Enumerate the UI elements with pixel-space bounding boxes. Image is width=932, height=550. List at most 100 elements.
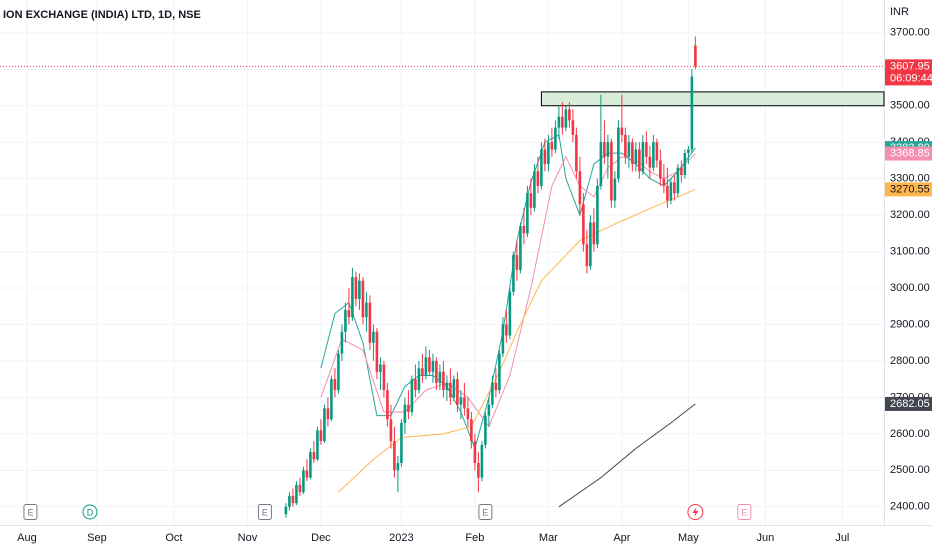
candle-body xyxy=(358,280,361,299)
candle-body xyxy=(641,142,645,172)
x-tick-label: Oct xyxy=(165,532,182,544)
candle-body xyxy=(501,324,505,354)
candle-body xyxy=(470,419,473,442)
candle-body xyxy=(582,204,585,245)
chart-title: ION EXCHANGE (INDIA) LTD, 1D, NSE xyxy=(3,9,201,21)
candle-body xyxy=(351,277,354,318)
y-tick-label: 3200.00 xyxy=(890,209,930,221)
candle-body xyxy=(463,397,466,409)
candle-body xyxy=(505,324,508,336)
candle-body xyxy=(687,149,690,154)
candle-body xyxy=(473,441,477,464)
candle-body xyxy=(477,463,480,478)
candle-body xyxy=(557,116,561,128)
candle-body xyxy=(603,142,606,157)
candle-body xyxy=(365,302,368,318)
candle-body xyxy=(540,149,543,186)
candle-body xyxy=(561,116,564,128)
current-price-label: 3607.95 xyxy=(890,60,930,72)
candle-body xyxy=(305,470,309,478)
y-tick-label: 3300.00 xyxy=(890,173,930,185)
candle-body xyxy=(442,371,445,391)
candle-body xyxy=(634,149,638,165)
candle-body xyxy=(659,160,662,179)
event-label: E xyxy=(741,507,747,517)
candle-body xyxy=(568,109,571,121)
x-tick-label: Mar xyxy=(539,532,558,544)
ma-badge xyxy=(885,182,932,197)
candle-body xyxy=(316,430,319,460)
candle-body xyxy=(536,171,540,186)
candle-body xyxy=(680,167,683,175)
candle-body xyxy=(669,182,673,201)
candle-body xyxy=(403,404,407,423)
candle-body xyxy=(631,142,634,165)
y-tick-label: 3000.00 xyxy=(890,282,930,294)
candle-body xyxy=(547,142,550,165)
candle-body xyxy=(498,353,501,391)
candle-body xyxy=(372,331,375,343)
y-tick-label: 2900.00 xyxy=(890,318,930,330)
candle-body xyxy=(554,127,557,150)
candle-body xyxy=(396,463,400,471)
candle-body xyxy=(484,415,487,445)
candle-body xyxy=(347,309,351,318)
candle-body xyxy=(466,408,470,420)
candle-body xyxy=(309,452,312,478)
candle-body xyxy=(361,280,365,318)
candle-body xyxy=(344,309,347,332)
x-tick-label: Aug xyxy=(17,532,37,544)
candle-body xyxy=(606,142,610,157)
candle-body xyxy=(326,408,330,420)
event-label: E xyxy=(27,507,33,517)
moving-average xyxy=(558,403,696,508)
candle-body xyxy=(487,404,491,416)
candle-body xyxy=(330,379,333,420)
y-tick-label: 3500.00 xyxy=(890,100,930,112)
candle-body xyxy=(550,142,554,150)
y-tick-label: 2500.00 xyxy=(890,464,930,476)
currency-label: INR xyxy=(890,6,909,18)
y-tick-label: 2800.00 xyxy=(890,355,930,367)
candle-body xyxy=(323,408,326,442)
candle-body xyxy=(666,185,669,201)
candle-body xyxy=(533,171,536,208)
x-tick-label: Jun xyxy=(756,532,774,544)
candle-body xyxy=(333,379,337,391)
candle-body xyxy=(690,76,694,150)
candle-body xyxy=(529,193,533,208)
candle-body xyxy=(645,142,648,157)
candle-body xyxy=(424,357,428,376)
candle-body xyxy=(295,484,298,504)
candle-body xyxy=(515,255,519,270)
dividend-event xyxy=(82,504,98,520)
candle-body xyxy=(410,379,414,412)
y-tick-label: 2400.00 xyxy=(890,501,930,513)
candle-body xyxy=(491,382,494,405)
earnings-event xyxy=(478,504,493,520)
x-tick-label: Apr xyxy=(613,532,630,544)
candle-body xyxy=(340,331,344,354)
x-tick-label: Nov xyxy=(238,532,258,544)
candle-body xyxy=(445,382,449,391)
candle-body xyxy=(417,368,421,391)
candle-body xyxy=(519,226,522,270)
candle-body xyxy=(298,484,302,493)
candle-body xyxy=(596,185,599,245)
y-tick-label: 2600.00 xyxy=(890,428,930,440)
lightning-icon xyxy=(692,507,699,517)
candle-body xyxy=(319,430,323,442)
candle-body xyxy=(526,193,529,234)
candle-body xyxy=(379,364,382,372)
candle-body xyxy=(652,142,655,168)
x-tick-label: Dec xyxy=(311,532,331,544)
candle-body xyxy=(414,379,417,391)
y-tick-label: 3100.00 xyxy=(890,245,930,257)
candle-body xyxy=(599,142,603,186)
x-tick-label: Feb xyxy=(465,532,484,544)
candle-body xyxy=(585,244,589,267)
candle-body xyxy=(543,149,547,165)
candle-body xyxy=(459,397,463,405)
